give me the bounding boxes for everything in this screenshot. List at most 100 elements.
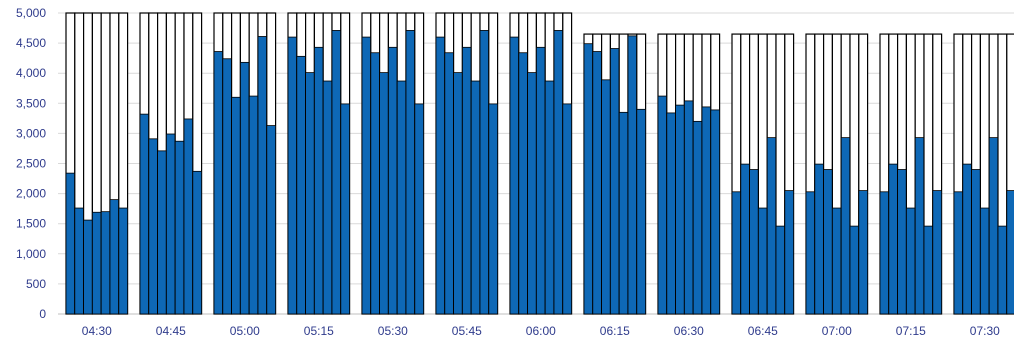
value-bar <box>657 95 668 315</box>
x-tick-label: 07:30 <box>970 324 1000 338</box>
value-bar <box>692 120 703 315</box>
value-bar <box>627 35 638 315</box>
value-bar <box>157 150 167 315</box>
value-bar <box>583 43 594 315</box>
value-bar <box>287 36 298 315</box>
value-bar <box>165 133 176 315</box>
value-bar <box>248 95 259 315</box>
value-bar <box>858 190 868 315</box>
bar-group <box>509 12 573 315</box>
x-tick-label: 07:00 <box>822 324 852 338</box>
value-bar <box>988 137 999 315</box>
y-tick-label: 1,000 <box>16 247 46 261</box>
value-bar <box>118 207 129 315</box>
value-bar <box>148 138 159 315</box>
x-axis-ticks: 04:30 04:45 05:00 05:15 05:30 05:45 06:00 06:15… <box>82 324 1000 338</box>
value-bar <box>305 72 315 315</box>
value-bar <box>479 30 490 315</box>
value-bar <box>322 80 333 315</box>
bar-group <box>805 33 869 315</box>
x-tick-label: 05:15 <box>304 324 334 338</box>
value-bar <box>971 169 981 315</box>
value-bar <box>562 103 572 315</box>
value-bar <box>710 109 720 315</box>
value-bar <box>636 108 646 315</box>
value-bar <box>92 211 102 315</box>
bar-group <box>361 12 425 315</box>
value-bar <box>313 46 324 315</box>
value-bar <box>109 199 120 315</box>
value-bar <box>65 172 76 315</box>
value-bar <box>758 207 768 315</box>
value-bar <box>784 190 794 315</box>
value-bar <box>387 46 398 315</box>
y-tick-label: 4,500 <box>16 36 46 50</box>
y-tick-label: 4,000 <box>16 66 46 80</box>
y-axis-ticks: 0 500 1,000 1,500 2,000 2,500 3,000 3,500 4,000 4… <box>16 6 46 321</box>
value-bar <box>980 207 990 315</box>
value-bar <box>518 52 528 315</box>
value-bar <box>266 125 276 315</box>
value-bar <box>775 225 786 315</box>
value-bar <box>610 48 620 315</box>
bar-group <box>139 12 203 315</box>
value-bar <box>923 225 934 315</box>
value-bar <box>139 113 150 315</box>
bar-group <box>731 33 795 315</box>
value-bar <box>361 36 372 315</box>
value-bar <box>914 137 925 315</box>
x-tick-label: 05:45 <box>452 324 482 338</box>
y-tick-label: 3,000 <box>16 126 46 140</box>
y-tick-label: 1,500 <box>16 217 46 231</box>
value-bar <box>379 72 389 315</box>
value-bar <box>183 118 194 315</box>
value-bar <box>832 207 842 315</box>
value-bar <box>740 163 750 315</box>
bar-group <box>583 33 647 315</box>
value-bar <box>592 51 602 315</box>
value-bar <box>701 106 712 315</box>
value-bar <box>340 103 350 315</box>
y-tick-label: 5,000 <box>16 6 46 20</box>
value-bar <box>684 100 694 315</box>
value-bar <box>396 80 407 315</box>
x-tick-label: 07:15 <box>896 324 926 338</box>
value-bar <box>953 191 964 315</box>
value-bar <box>823 169 833 315</box>
bar-group <box>287 12 351 315</box>
value-bar <box>962 163 972 315</box>
value-bar <box>849 225 860 315</box>
value-bar <box>83 219 93 315</box>
value-bar <box>536 46 546 315</box>
value-bar <box>897 169 907 315</box>
value-bar <box>231 96 241 315</box>
value-bar <box>666 112 676 315</box>
bar-group <box>435 12 499 315</box>
bar-group <box>65 12 129 315</box>
value-bar <box>453 72 463 315</box>
value-bar <box>74 207 85 315</box>
value-bar <box>100 211 111 315</box>
bar-groups <box>65 12 1014 315</box>
x-tick-label: 06:15 <box>600 324 630 338</box>
y-tick-label: 2,500 <box>16 157 46 171</box>
value-bar <box>435 36 446 315</box>
bar-group <box>657 33 721 315</box>
y-tick-label: 500 <box>26 277 46 291</box>
value-bar <box>331 30 342 315</box>
value-bar <box>618 111 629 315</box>
value-bar <box>174 140 185 315</box>
value-bar <box>509 36 520 315</box>
value-bar <box>997 225 1008 315</box>
bar-group <box>953 33 1014 315</box>
value-bar <box>470 80 481 315</box>
value-bar <box>749 169 759 315</box>
value-bar <box>601 79 611 315</box>
x-tick-label: 06:00 <box>526 324 556 338</box>
value-bar <box>527 72 537 315</box>
value-bar <box>888 163 898 315</box>
value-bar <box>192 170 203 315</box>
x-tick-label: 06:30 <box>674 324 704 338</box>
value-bar <box>405 30 416 315</box>
value-bar <box>814 163 824 315</box>
